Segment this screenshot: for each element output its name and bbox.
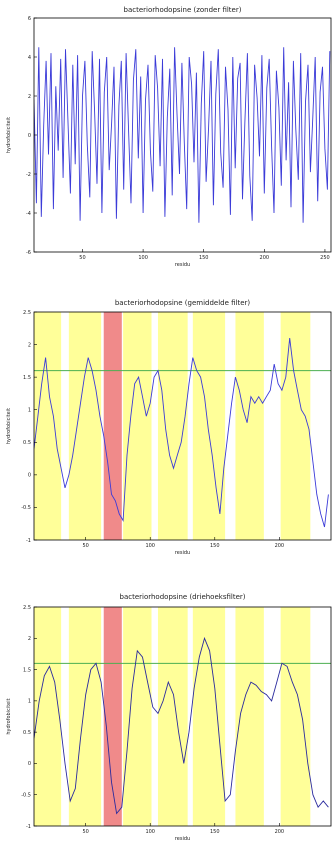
chart-title: bacteriorhodopsine (driehoeksfilter) xyxy=(120,593,246,601)
helix-band xyxy=(123,312,152,540)
y-tick-label: -0.5 xyxy=(21,793,31,799)
y-tick-label: -6 xyxy=(26,250,31,256)
y-tick-label: 1 xyxy=(28,408,31,414)
y-tick-label: -1 xyxy=(26,538,31,544)
x-tick-label: 100 xyxy=(145,829,155,835)
y-tick-label: 1.5 xyxy=(23,667,31,673)
y-tick-label: 0 xyxy=(28,761,31,767)
y-tick-label: 6 xyxy=(28,16,31,22)
y-tick-label: 1.5 xyxy=(23,375,31,381)
y-tick-label: 2 xyxy=(28,342,31,348)
chart-title: bacteriorhodopsine (zonder filter) xyxy=(124,6,242,14)
x-tick-label: 250 xyxy=(320,255,330,261)
y-tick-label: 0 xyxy=(28,473,31,479)
helix-band xyxy=(235,607,264,826)
helix-band xyxy=(157,312,188,540)
y-tick-label: 2 xyxy=(28,636,31,642)
chart-title: bacteriorhodopsine (gemiddelde filter) xyxy=(115,299,251,307)
x-tick-label: 200 xyxy=(275,829,285,835)
x-tick-label: 200 xyxy=(260,255,270,261)
y-tick-label: -1 xyxy=(26,824,31,830)
y-axis-label: hydrofobiciteit xyxy=(6,117,12,153)
y-tick-label: 0 xyxy=(28,133,31,139)
x-tick-label: 50 xyxy=(79,255,85,261)
y-tick-label: 2 xyxy=(28,94,31,100)
chart-triangle-filter: -1 -0.5 0 0.5 1 1.5 2 2.5 50 100 150 200 bacteriorho… xyxy=(6,593,332,842)
helix-band xyxy=(34,607,62,826)
x-tick-label: 150 xyxy=(210,543,220,549)
y-tick-label: 4 xyxy=(28,55,31,61)
x-tick-label: 150 xyxy=(210,829,220,835)
series-line xyxy=(34,636,329,815)
x-tick-label: 150 xyxy=(199,255,209,261)
x-tick-label: 200 xyxy=(275,543,285,549)
x-axis-label: residu xyxy=(175,836,190,842)
y-tick-label: 2.5 xyxy=(23,605,31,611)
helix-band xyxy=(235,312,264,540)
helix-band xyxy=(280,312,311,540)
x-tick-label: 50 xyxy=(82,829,88,835)
x-tick-label: 100 xyxy=(145,543,155,549)
x-axis-label: residu xyxy=(175,262,190,268)
helix-band xyxy=(68,607,102,826)
y-tick-label: 0.5 xyxy=(23,440,31,446)
y-axis-label: hydrofobiciteit xyxy=(6,698,12,734)
y-tick-label: -0.5 xyxy=(21,505,31,511)
chart-mean-filter: -1 -0.5 0 0.5 1 1.5 2 2.5 50 100 150 200 bacteriorho… xyxy=(6,299,332,556)
y-tick-label: 0.5 xyxy=(23,730,31,736)
series-line xyxy=(34,47,331,223)
band-group xyxy=(34,607,311,826)
highlight-band xyxy=(103,607,122,826)
series-line xyxy=(34,338,329,528)
plot-frame xyxy=(33,311,332,541)
y-axis-label: hydrofobiciteit xyxy=(6,408,12,444)
helix-band xyxy=(280,607,311,826)
chart-no-filter: -6 -4 -2 0 2 4 6 50 100 150 200 250 bacteriorhodopsi… xyxy=(6,6,332,268)
plot-area xyxy=(34,18,331,252)
helix-band xyxy=(157,607,188,826)
helix-band xyxy=(68,312,102,540)
helix-band xyxy=(123,607,152,826)
plot-frame xyxy=(33,606,332,827)
x-tick-label: 100 xyxy=(138,255,148,261)
x-tick-label: 50 xyxy=(82,543,88,549)
y-tick-label: 1 xyxy=(28,699,31,705)
y-tick-label: 2.5 xyxy=(23,310,31,316)
helix-band xyxy=(34,312,62,540)
x-axis-label: residu xyxy=(175,550,190,556)
highlight-band xyxy=(103,312,122,540)
y-tick-label: -2 xyxy=(26,172,31,178)
helix-band xyxy=(192,312,226,540)
helix-band xyxy=(192,607,226,826)
y-tick-label: -4 xyxy=(26,211,31,217)
band-group xyxy=(34,312,311,540)
